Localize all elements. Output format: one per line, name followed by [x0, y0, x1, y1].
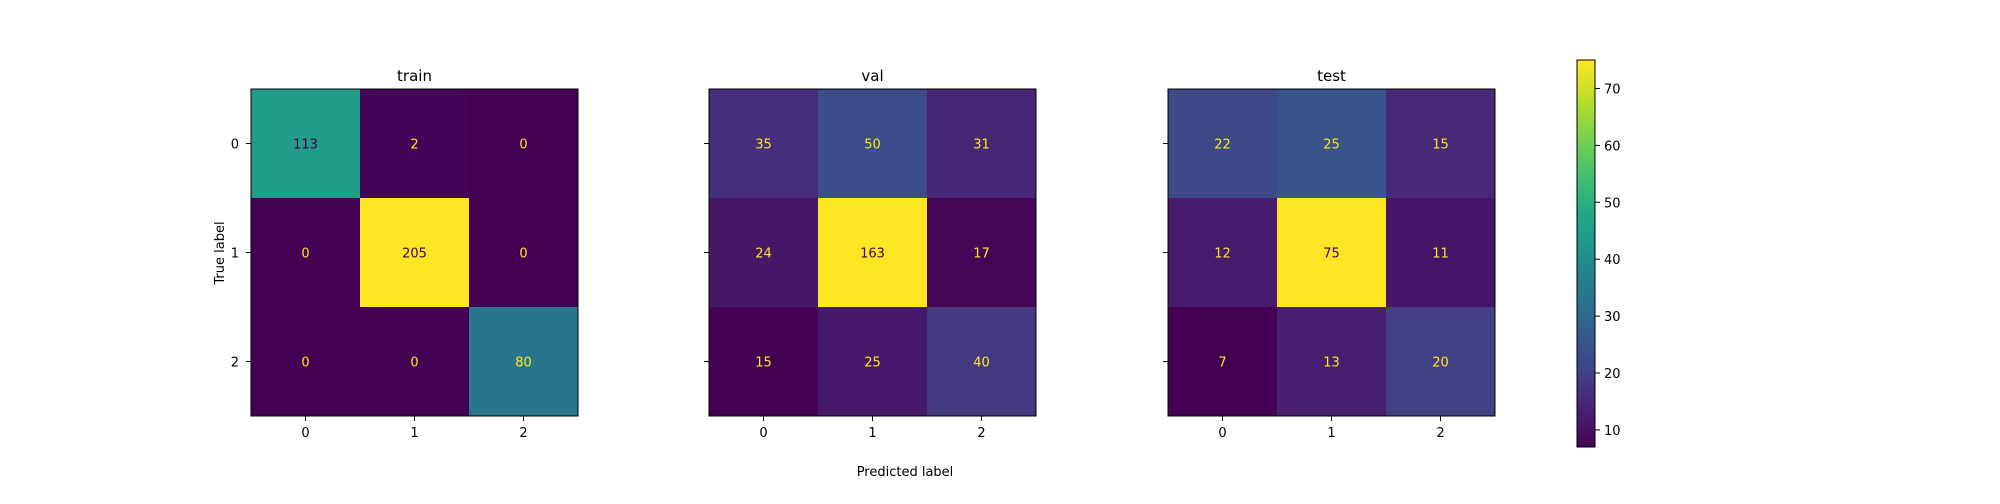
cell-value-label: 0 [519, 247, 527, 262]
cell-value-label: 0 [301, 247, 309, 262]
y-axis-label: True label [213, 221, 228, 285]
colorbar-tick-label: 70 [1604, 82, 1621, 97]
x-tick-label: 0 [759, 426, 767, 441]
panel-train: 113 2 0 0 205 0 0 0 80 train 0 1 2 0 1 2 [231, 67, 579, 441]
heatmap-cell [1386, 198, 1495, 307]
heatmap-cell [1386, 307, 1495, 416]
x-tick-label: 1 [1327, 426, 1335, 441]
cell-value-label: 7 [1218, 356, 1226, 371]
cell-value-label: 113 [293, 138, 318, 153]
heatmap-cell [1277, 307, 1386, 416]
heatmap-cell [709, 198, 818, 307]
cell-value-label: 0 [519, 138, 527, 153]
heatmap-cell [1277, 89, 1386, 198]
cell-value-label: 17 [973, 247, 990, 262]
heatmap-cell [251, 307, 360, 416]
cell-value-label: 25 [1323, 138, 1340, 153]
heatmap-cell [1168, 198, 1277, 307]
heatmap-cell [360, 307, 469, 416]
heatmap-cell [360, 198, 469, 307]
cell-value-label: 40 [973, 356, 990, 371]
heatmap-cell [1277, 198, 1386, 307]
cell-value-label: 15 [755, 356, 772, 371]
panel-val: 35 50 31 24 163 17 15 25 40 val 0 1 2 [704, 67, 1037, 441]
heatmap-cell [469, 198, 578, 307]
cell-value-label: 24 [755, 247, 772, 262]
heatmap-cell [818, 198, 927, 307]
x-tick-label: 2 [519, 426, 527, 441]
heatmap-cell [251, 198, 360, 307]
panel-title: test [1317, 67, 1346, 85]
colorbar [1576, 59, 1596, 448]
cell-value-label: 20 [1432, 356, 1449, 371]
heatmap-cell [709, 307, 818, 416]
heatmap-cell [927, 198, 1036, 307]
cell-value-label: 31 [973, 138, 990, 153]
cell-value-label: 0 [301, 356, 309, 371]
y-tick-label: 1 [231, 247, 239, 262]
heatmap-cell [709, 89, 818, 198]
y-tick-label: 2 [231, 356, 239, 371]
y-tick-label: 0 [231, 138, 239, 153]
colorbar-tick-label: 30 [1604, 310, 1621, 325]
x-tick-label: 0 [301, 426, 309, 441]
heatmap-cell [469, 89, 578, 198]
x-tick-label: 2 [977, 426, 985, 441]
cell-value-label: 75 [1323, 247, 1340, 262]
cell-value-label: 22 [1214, 138, 1231, 153]
colorbar-tick-label: 20 [1604, 367, 1621, 382]
x-tick-label: 0 [1218, 426, 1226, 441]
heatmap-cell [818, 89, 927, 198]
cell-value-label: 80 [515, 356, 532, 371]
heatmap-cell [927, 307, 1036, 416]
panel-title: val [861, 67, 883, 85]
heatmap-cell [1168, 89, 1277, 198]
colorbar-tick-label: 60 [1604, 139, 1621, 154]
cell-value-label: 163 [860, 247, 885, 262]
heatmap-cell [818, 307, 927, 416]
colorbar-tick-label: 50 [1604, 196, 1621, 211]
heatmap-cell [1168, 307, 1277, 416]
cell-value-label: 35 [755, 138, 772, 153]
colorbar-tick-label: 40 [1604, 253, 1621, 268]
panel-title: train [397, 67, 432, 85]
cell-value-label: 25 [864, 356, 881, 371]
cell-value-label: 0 [410, 356, 418, 371]
cell-value-label: 50 [864, 138, 881, 153]
x-tick-label: 2 [1436, 426, 1444, 441]
heatmap-cell [927, 89, 1036, 198]
heatmap-cell [251, 89, 360, 198]
heatmap-cell [360, 89, 469, 198]
cell-value-label: 11 [1432, 247, 1449, 262]
x-tick-label: 1 [410, 426, 418, 441]
cell-value-label: 205 [402, 247, 427, 262]
heatmap-cell [469, 307, 578, 416]
cell-value-label: 12 [1214, 247, 1231, 262]
colorbar-tick-label: 10 [1604, 424, 1621, 439]
x-tick-label: 1 [868, 426, 876, 441]
cell-value-label: 2 [410, 138, 418, 153]
heatmap-cell [1386, 89, 1495, 198]
cell-value-label: 13 [1323, 356, 1340, 371]
cell-value-label: 15 [1432, 138, 1449, 153]
x-axis-label: Predicted label [857, 465, 954, 480]
